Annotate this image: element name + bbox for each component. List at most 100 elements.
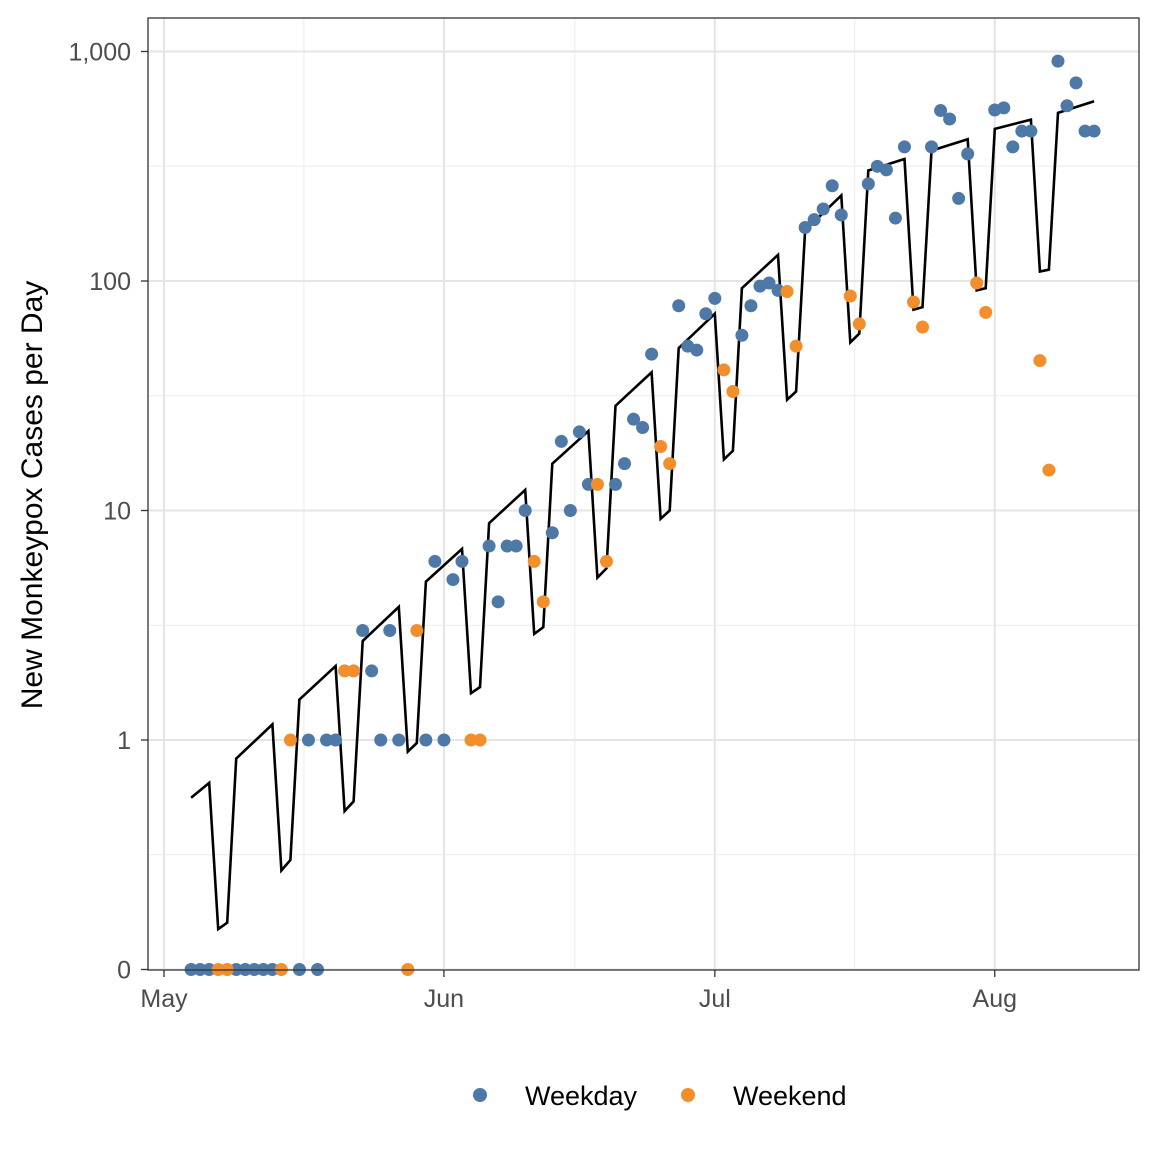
weekday-point — [392, 733, 406, 747]
y-axis: 0 1 10 100 1,000 — [68, 39, 148, 985]
weekend-point — [780, 285, 794, 299]
weekend-point — [654, 440, 668, 454]
weekday-point — [365, 664, 379, 678]
x-tick-label: Jul — [699, 985, 731, 1013]
weekday-point — [1060, 99, 1074, 113]
weekday-point — [500, 539, 514, 553]
weekday-point — [581, 477, 595, 491]
weekday-point — [888, 211, 902, 225]
weekday-point — [428, 554, 442, 568]
weekday-point — [491, 595, 505, 609]
weekday-point — [509, 539, 523, 553]
x-tick-label: May — [140, 985, 188, 1013]
weekday-point — [1078, 124, 1092, 138]
weekend-point — [726, 385, 740, 399]
weekday-point — [383, 624, 397, 638]
weekend-point — [464, 733, 478, 747]
weekday-point — [482, 539, 496, 553]
weekend-point — [347, 664, 361, 678]
weekday-point — [952, 191, 966, 205]
weekday-point — [699, 307, 713, 321]
weekday-point — [1069, 76, 1083, 90]
weekend-point — [843, 289, 857, 303]
x-tick-label: Jun — [424, 985, 464, 1013]
weekend-point — [283, 733, 297, 747]
weekend-point — [789, 339, 803, 353]
weekend-point — [590, 477, 604, 491]
weekday-point — [762, 276, 776, 290]
weekday-point — [690, 343, 704, 357]
weekday-point — [455, 554, 469, 568]
y-tick-label: 1,000 — [68, 39, 131, 67]
weekend-point — [916, 320, 930, 334]
legend-weekend-marker — [681, 1088, 695, 1102]
weekday-point — [816, 202, 830, 216]
weekday-point — [735, 328, 749, 342]
weekday-point — [636, 420, 650, 434]
weekend-point — [527, 554, 541, 568]
weekday-point — [1015, 124, 1029, 138]
weekday-point — [545, 526, 559, 540]
weekday-point — [997, 101, 1011, 115]
weekday-point — [572, 425, 586, 439]
legend-weekday-marker — [473, 1088, 487, 1102]
weekday-point — [374, 733, 388, 747]
y-tick-label: 1 — [117, 727, 131, 755]
weekday-point — [563, 504, 577, 517]
weekday-point — [518, 504, 532, 517]
y-tick-label: 0 — [117, 957, 131, 985]
weekday-point — [879, 163, 893, 177]
legend-weekend-label: Weekend — [733, 1081, 847, 1111]
weekend-point — [536, 595, 550, 609]
weekday-point — [609, 477, 622, 491]
weekend-point — [338, 664, 352, 678]
weekday-point — [554, 434, 568, 448]
weekday-point — [1051, 54, 1065, 68]
weekend-point — [970, 276, 984, 290]
weekday-point — [744, 299, 758, 313]
weekday-point — [861, 177, 875, 191]
weekend-point — [1042, 463, 1056, 477]
y-axis-title: New Monkeypox Cases per Day — [16, 281, 49, 710]
points-group — [184, 54, 1101, 976]
weekend-point — [979, 305, 993, 319]
weekend-point — [599, 554, 613, 568]
weekend-point — [410, 624, 424, 638]
weekday-point — [834, 208, 848, 222]
weekday-point — [798, 221, 812, 235]
weekday-point — [672, 299, 686, 313]
weekday-point — [301, 733, 315, 747]
panel-border — [147, 17, 1140, 971]
weekday-point — [825, 179, 839, 193]
weekday-point — [320, 733, 334, 747]
weekday-point — [934, 104, 948, 118]
weekday-point — [925, 140, 939, 154]
weekday-point — [645, 347, 659, 361]
weekday-point — [627, 412, 641, 426]
y-tick-label: 10 — [103, 498, 131, 526]
weekday-point — [1024, 124, 1038, 138]
legend-weekday-label: Weekday — [525, 1081, 638, 1111]
weekday-point — [961, 147, 975, 161]
weekday-point — [807, 213, 821, 227]
weekday-point — [419, 733, 433, 747]
weekend-point — [1033, 354, 1047, 368]
weekend-point — [906, 295, 920, 309]
weekday-point — [618, 457, 632, 471]
weekday-point — [897, 140, 911, 154]
y-tick-label: 100 — [89, 268, 131, 296]
weekday-point — [356, 624, 370, 638]
weekday-point — [446, 573, 460, 587]
weekday-point — [1087, 124, 1101, 138]
weekend-point — [473, 733, 487, 747]
x-axis: May Jun Jul Aug — [140, 970, 1017, 1013]
weekday-point — [437, 733, 451, 747]
weekday-point — [943, 112, 957, 126]
weekday-point — [329, 733, 343, 747]
weekday-point — [708, 291, 722, 305]
legend: Weekday Weekend — [473, 1081, 847, 1111]
weekend-point — [717, 363, 731, 377]
weekend-point — [852, 317, 866, 331]
